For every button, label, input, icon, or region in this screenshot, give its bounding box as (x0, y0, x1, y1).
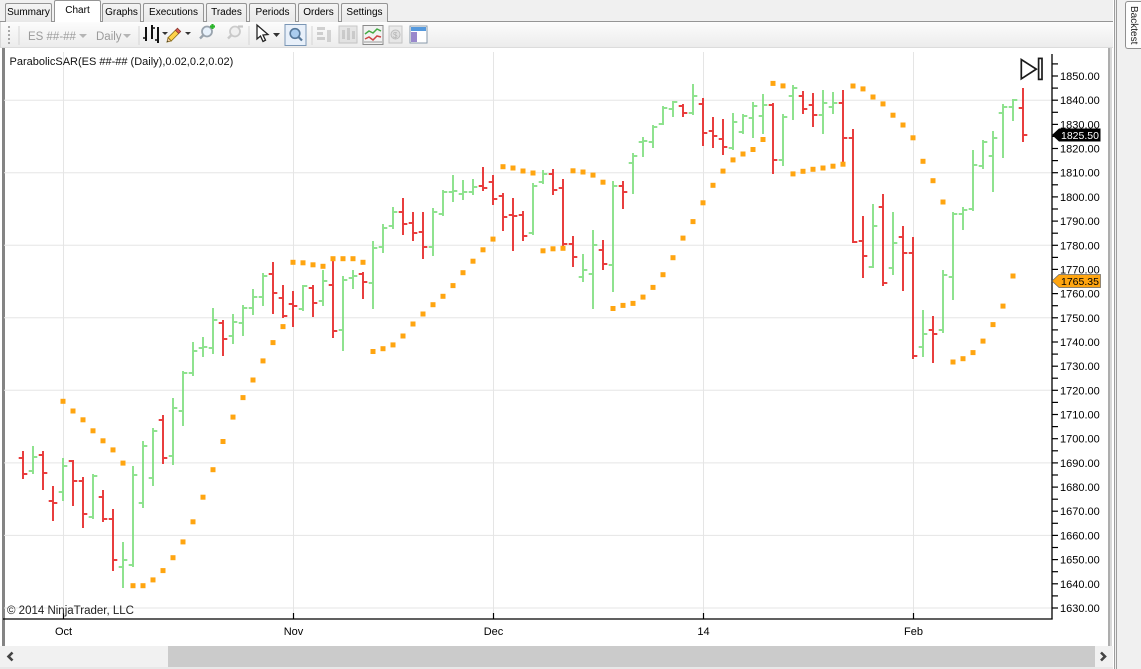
svg-text:1840.00: 1840.00 (1060, 95, 1100, 107)
svg-text:1850.00: 1850.00 (1060, 71, 1100, 83)
svg-text:1810.00: 1810.00 (1060, 168, 1100, 180)
svg-text:Feb: Feb (904, 626, 923, 638)
svg-text:1800.00: 1800.00 (1060, 192, 1100, 204)
svg-text:1825.50: 1825.50 (1061, 130, 1099, 142)
svg-text:$: $ (393, 31, 398, 40)
svg-text:Nov: Nov (284, 626, 304, 638)
svg-text:1630.00: 1630.00 (1060, 603, 1100, 615)
svg-text:1765.35: 1765.35 (1061, 276, 1099, 288)
svg-text:1650.00: 1650.00 (1060, 555, 1100, 567)
svg-text:1740.00: 1740.00 (1060, 337, 1100, 349)
svg-text:Daily: Daily (96, 31, 122, 43)
svg-text:© 2014 NinjaTrader, LLC: © 2014 NinjaTrader, LLC (7, 605, 134, 617)
svg-text:1700.00: 1700.00 (1060, 434, 1100, 446)
svg-text:Dec: Dec (484, 626, 504, 638)
svg-text:1830.00: 1830.00 (1060, 119, 1100, 131)
svg-text:1670.00: 1670.00 (1060, 506, 1100, 518)
svg-text:1790.00: 1790.00 (1060, 216, 1100, 228)
svg-text:ES ##-##: ES ##-## (28, 31, 77, 43)
svg-text:1730.00: 1730.00 (1060, 361, 1100, 373)
svg-text:1680.00: 1680.00 (1060, 482, 1100, 494)
svg-text:ParabolicSAR(ES ##-## (Daily),: ParabolicSAR(ES ##-## (Daily),0.02,0.2,0… (10, 56, 234, 68)
svg-text:1760.00: 1760.00 (1060, 289, 1100, 301)
svg-text:1750.00: 1750.00 (1060, 313, 1100, 325)
svg-text:1660.00: 1660.00 (1060, 530, 1100, 542)
svg-text:1820.00: 1820.00 (1060, 144, 1100, 156)
svg-text:1720.00: 1720.00 (1060, 385, 1100, 397)
svg-text:1690.00: 1690.00 (1060, 458, 1100, 470)
svg-text:1640.00: 1640.00 (1060, 579, 1100, 591)
svg-text:1710.00: 1710.00 (1060, 410, 1100, 422)
svg-text:Oct: Oct (55, 626, 72, 638)
svg-text:1780.00: 1780.00 (1060, 240, 1100, 252)
svg-text:14: 14 (697, 626, 709, 638)
svg-text:1770.00: 1770.00 (1060, 264, 1100, 276)
